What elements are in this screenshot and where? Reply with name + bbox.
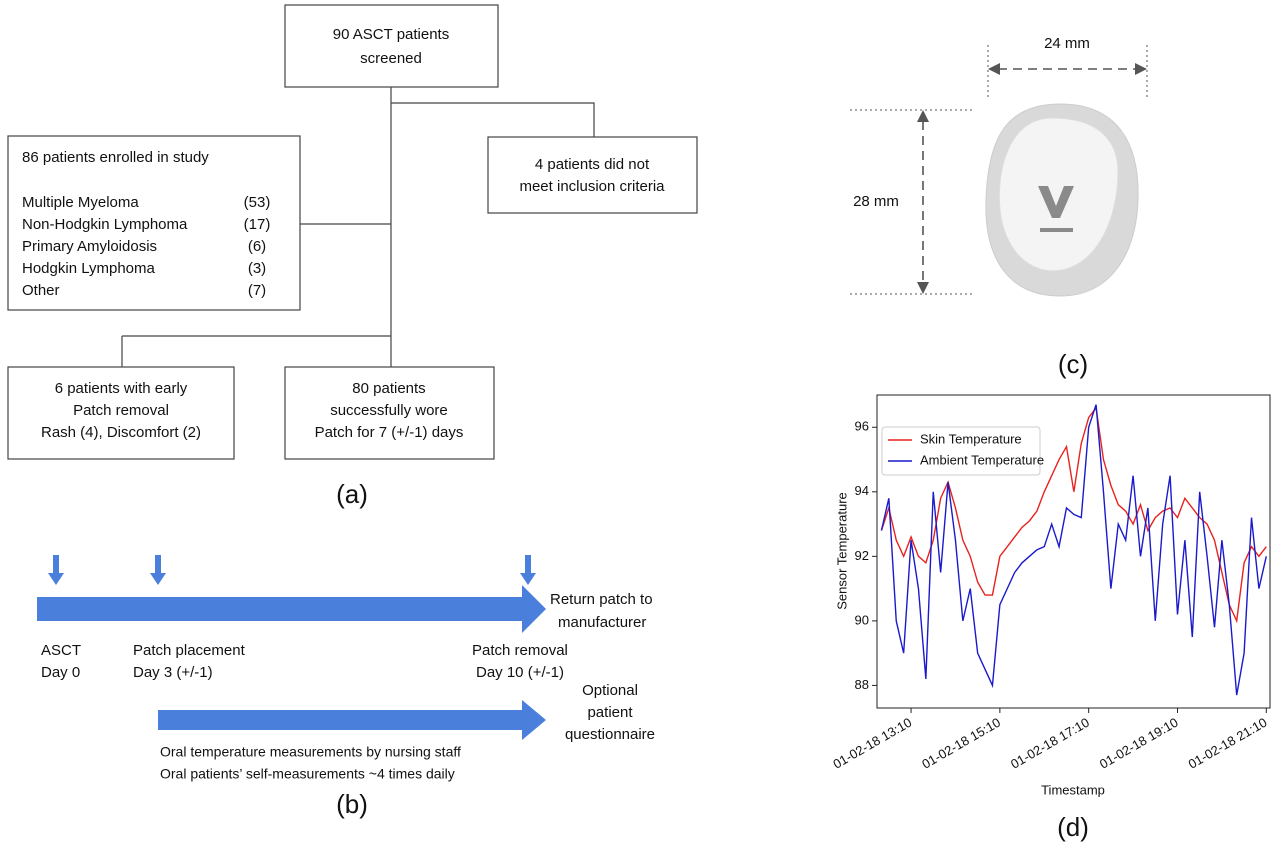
box: [284, 366, 495, 460]
label: patient: [587, 704, 633, 721]
event-arrow: [520, 555, 536, 585]
label: Day 0: [41, 664, 80, 681]
label: Oral temperature measurements by nursing…: [160, 744, 461, 760]
label: Optional: [582, 682, 638, 699]
logo: [1040, 228, 1073, 232]
x-tick-label: 01-02-18 15:10: [919, 715, 1003, 772]
y-axis-label: Sensor Temperature: [834, 492, 849, 610]
label: Return patch to: [550, 591, 653, 608]
x-axis-label: Timestamp: [1041, 782, 1105, 797]
x-tick-label: 01-02-18 17:10: [1008, 715, 1092, 772]
x-tick-label: 01-02-18 21:10: [1186, 715, 1270, 772]
label: Day 10 (+/-1): [476, 664, 564, 681]
panel-c: 24 mm 28 mm (c): [850, 35, 1148, 379]
row-count: (53): [244, 194, 271, 211]
box-text: screened: [360, 50, 422, 67]
panel-a: 90 ASCT patients screened 86 patients en…: [7, 4, 698, 509]
timeline-arrow: [37, 585, 546, 633]
plot-frame: [876, 394, 1271, 709]
sensor: [998, 117, 1119, 272]
box-text: 90 ASCT patients: [333, 26, 449, 43]
dimension: 28 mm: [853, 193, 899, 210]
box: [7, 135, 301, 311]
panel-d: Sensor Temperature Timestamp (d) 88 90 92 9…: [830, 394, 1271, 842]
caption: (a): [336, 479, 368, 509]
row-label: Hodgkin Lymphoma: [22, 260, 156, 277]
row-count: (7): [248, 282, 266, 299]
row-count: (6): [248, 238, 266, 255]
box-text: 4 patients did not: [535, 156, 650, 173]
event-arrow: [150, 555, 166, 585]
dimension-guide: [850, 45, 1148, 295]
row-label: Other: [22, 282, 60, 299]
box-title: 86 patients enrolled in study: [22, 149, 209, 166]
label: questionnaire: [565, 726, 655, 743]
series-line: [880, 406, 1267, 624]
caption: (b): [336, 789, 368, 819]
legend: [881, 426, 1041, 476]
box-text: meet inclusion criteria: [519, 178, 665, 195]
row-label: Primary Amyloidosis: [22, 238, 157, 255]
event-arrow: [48, 555, 64, 585]
box-text: Patch removal: [73, 402, 169, 419]
box-text: Rash (4), Discomfort (2): [41, 424, 201, 441]
box-text: 6 patients with early: [55, 380, 188, 397]
x-tick-label: 01-02-18 13:10: [830, 715, 914, 772]
row-count: (3): [248, 260, 266, 277]
box: [7, 366, 235, 460]
legend-label: Skin Temperature: [920, 431, 1022, 446]
box-text: successfully wore: [330, 402, 448, 419]
oral-arrow: [158, 700, 546, 740]
connector: [121, 87, 595, 367]
y-tick-label: 88: [855, 677, 869, 692]
y-tick-label: 90: [855, 612, 869, 627]
legend-label: Ambient Temperature: [920, 452, 1044, 467]
x-tick-label: 01-02-18 19:10: [1097, 715, 1181, 772]
label: Day 3 (+/-1): [133, 664, 213, 681]
label: Patch placement: [133, 642, 246, 659]
label: Oral patients’ self-measurements ~4 time…: [160, 766, 455, 782]
box-text: Patch for 7 (+/-1) days: [315, 424, 464, 441]
box-text: 80 patients: [352, 380, 425, 397]
row-label: Non-Hodgkin Lymphoma: [22, 216, 188, 233]
logo: [1038, 186, 1074, 218]
row-count: (17): [244, 216, 271, 233]
label: manufacturer: [558, 614, 646, 631]
label: ASCT: [41, 642, 81, 659]
dimension: 24 mm: [1044, 35, 1090, 52]
caption: (c): [1058, 349, 1088, 379]
y-tick-label: 96: [855, 419, 869, 434]
caption: (d): [1057, 812, 1089, 842]
box: [487, 136, 698, 214]
panel-b: Return patch to manufacturer ASCT Day 0 …: [37, 555, 655, 819]
row-label: Multiple Myeloma: [22, 194, 139, 211]
box: [284, 4, 499, 88]
dimension-line: [922, 68, 1137, 283]
series-line: [880, 404, 1267, 696]
y-tick-label: 92: [855, 548, 869, 563]
y-tick-label: 94: [855, 483, 869, 498]
label: Patch removal: [472, 642, 568, 659]
